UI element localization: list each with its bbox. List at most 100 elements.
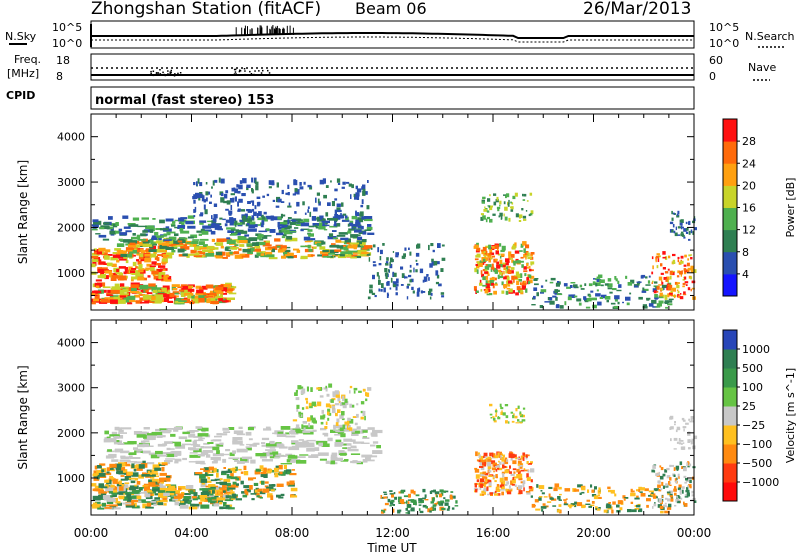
range-time-cell: [540, 289, 547, 293]
range-time-cell: [157, 435, 166, 438]
range-time-cell: [185, 485, 194, 489]
range-time-cell: [235, 229, 244, 233]
range-time-cell: [200, 446, 205, 449]
range-time-cell: [319, 395, 324, 398]
range-time-cell: [660, 288, 664, 291]
range-time-cell: [236, 433, 246, 436]
range-time-cell: [555, 296, 558, 301]
range-time-cell: [505, 415, 509, 419]
range-time-cell: [671, 229, 674, 233]
range-time-cell: [657, 255, 661, 258]
range-time-cell: [138, 500, 142, 503]
range-time-cell: [281, 189, 284, 195]
range-time-cell: [533, 295, 536, 299]
range-time-cell: [616, 289, 622, 292]
range-time-cell: [510, 209, 514, 212]
range-time-cell: [429, 509, 432, 513]
range-time-cell: [317, 198, 320, 204]
colorbar-tick-label: 28: [742, 135, 756, 148]
range-time-cell: [517, 405, 520, 409]
range-time-cell: [251, 215, 254, 220]
range-time-cell: [172, 221, 176, 224]
nave-point: [243, 68, 246, 70]
range-time-cell: [506, 491, 512, 495]
range-time-cell: [493, 420, 497, 423]
range-time-cell: [383, 496, 388, 499]
range-time-cell: [407, 504, 412, 508]
range-time-cell: [327, 202, 331, 206]
range-time-cell: [107, 254, 113, 256]
range-time-cell: [120, 450, 130, 454]
range-time-cell: [265, 240, 270, 243]
range-time-cell: [614, 276, 617, 280]
range-time-cell: [124, 476, 132, 481]
range-time-cell: [221, 485, 226, 489]
range-time-cell: [325, 403, 331, 408]
range-time-cell: [184, 293, 194, 296]
range-time-cell: [326, 393, 330, 397]
range-time-cell: [225, 219, 231, 223]
range-time-cell: [614, 297, 618, 302]
range-time-cell: [335, 439, 342, 444]
range-time-cell: [103, 504, 110, 507]
range-time-cell: [136, 259, 140, 262]
range-time-cell: [351, 404, 355, 408]
range-time-cell: [323, 387, 327, 390]
range-time-cell: [200, 212, 204, 216]
range-time-cell: [607, 287, 613, 290]
range-time-cell: [92, 252, 100, 256]
range-time-cell: [603, 509, 608, 513]
range-time-cell: [484, 254, 487, 259]
range-time-cell: [268, 257, 278, 260]
range-time-cell: [588, 295, 592, 298]
range-time-cell: [525, 256, 527, 260]
range-time-cell: [680, 260, 684, 264]
range-time-cell: [136, 244, 141, 248]
range-time-cell: [214, 179, 218, 183]
range-time-cell: [440, 292, 445, 295]
range-time-cell: [672, 270, 675, 273]
range-time-cell: [196, 181, 198, 186]
range-time-cell: [95, 279, 102, 282]
range-time-cell: [505, 258, 510, 263]
range-time-cell: [91, 301, 96, 305]
range-time-cell: [482, 201, 485, 204]
freq-tick-high: 18: [56, 54, 70, 67]
range-time-cell: [492, 462, 497, 467]
range-time-cell: [167, 232, 171, 236]
range-time-cell: [187, 294, 192, 299]
range-time-cell: [648, 494, 653, 497]
range-time-cell: [232, 218, 237, 222]
range-time-cell: [301, 407, 305, 410]
range-time-cell: [687, 465, 690, 468]
range-time-cell: [219, 217, 223, 220]
range-time-cell: [171, 243, 176, 246]
range-time-cell: [277, 249, 284, 253]
nsky-tick-low: 10^0: [52, 37, 82, 50]
range-time-cell: [501, 281, 504, 286]
range-time-cell: [247, 201, 251, 204]
range-time-cell: [118, 266, 126, 269]
range-time-cell: [342, 447, 347, 449]
range-time-cell: [209, 292, 217, 297]
range-time-cell: [668, 298, 674, 301]
range-time-cell: [496, 264, 501, 269]
range-time-cell: [163, 233, 168, 237]
range-time-cell: [271, 248, 275, 253]
range-time-cell: [178, 217, 185, 222]
range-time-cell: [454, 505, 459, 507]
range-time-cell: [246, 443, 254, 446]
nave-point: [177, 72, 179, 75]
range-time-cell: [169, 240, 174, 245]
colorbar-segment: [723, 425, 737, 445]
range-time-cell: [148, 249, 157, 252]
range-time-cell: [674, 504, 677, 507]
range-time-cell: [569, 285, 573, 288]
range-time-cell: [109, 434, 120, 437]
range-time-cell: [520, 481, 524, 484]
range-time-cell: [593, 495, 599, 500]
colorbar-tick-label: 25: [742, 400, 756, 413]
range-time-cell: [106, 262, 113, 267]
range-time-cell: [261, 444, 267, 447]
range-time-cell: [222, 494, 229, 500]
